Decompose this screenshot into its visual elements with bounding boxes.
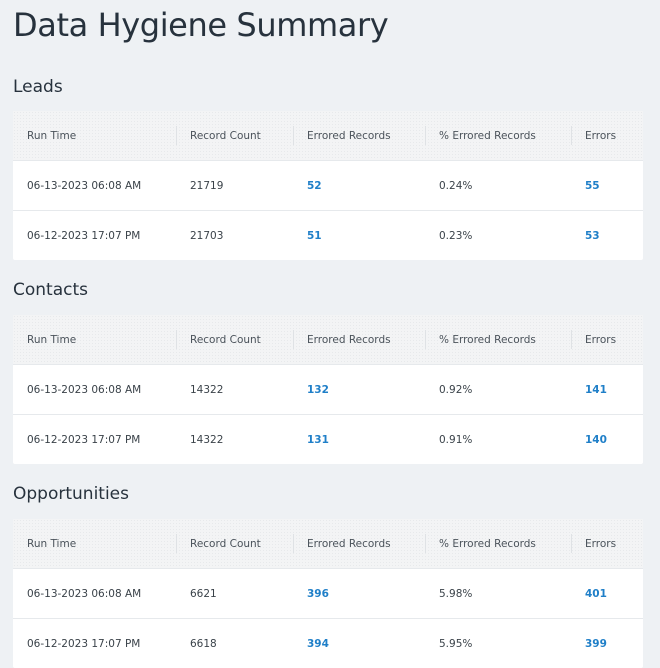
errored-records-link[interactable]: 132 [307,383,329,396]
run-time-cell: 06-12-2023 17:07 PM [27,433,141,446]
record-count-cell: 14322 [190,383,224,396]
table-row: 06-13-2023 06:08 AM 6621 396 5.98% 401 [13,568,643,618]
pct-errored-cell: 0.23% [439,229,473,242]
column-header-record-count[interactable]: Record Count [176,315,293,364]
table-header-row: Run Time Record Count Errored Records % … [13,519,643,568]
errors-cell: 401 [571,569,643,618]
run-time-cell: 06-13-2023 06:08 AM [27,179,142,192]
column-header-run-time[interactable]: Run Time [27,537,77,550]
column-header-errored-records[interactable]: Errored Records [293,315,425,364]
column-header-record-count[interactable]: Record Count [176,111,293,160]
column-header-errored-records[interactable]: Errored Records [293,519,425,568]
record-count-cell: 21719 [190,179,224,192]
table-row: 06-12-2023 17:07 PM 21703 51 0.23% 53 [13,210,643,260]
page: Data Hygiene Summary Leads Run Time Reco… [13,0,660,668]
errored-records-cell: 52 [293,161,425,210]
table-row: 06-13-2023 06:08 AM 21719 52 0.24% 55 [13,160,643,210]
errored-records-cell: 394 [293,619,425,668]
column-header-pct-errored-records[interactable]: % Errored Records [425,111,571,160]
record-count-cell: 21703 [190,229,224,242]
section-title: Opportunities [13,484,129,504]
errors-link[interactable]: 55 [585,179,600,192]
pct-errored-cell: 5.98% [439,587,473,600]
column-header-errors[interactable]: Errors [571,315,643,364]
run-time-cell: 06-12-2023 17:07 PM [27,637,141,650]
errors-cell: 55 [571,161,643,210]
errors-cell: 140 [571,415,643,464]
section-title: Leads [13,77,63,97]
pct-errored-cell: 0.91% [439,433,473,446]
errors-link[interactable]: 140 [585,433,607,446]
page-title: Data Hygiene Summary [13,6,389,44]
section-title: Contacts [13,280,88,300]
column-header-run-time[interactable]: Run Time [27,129,77,142]
column-header-run-time[interactable]: Run Time [27,333,77,346]
errors-cell: 399 [571,619,643,668]
table-row: 06-12-2023 17:07 PM 14322 131 0.91% 140 [13,414,643,464]
column-header-record-count[interactable]: Record Count [176,519,293,568]
table-header-row: Run Time Record Count Errored Records % … [13,315,643,364]
errored-records-cell: 396 [293,569,425,618]
record-count-cell: 6621 [190,587,217,600]
column-header-errors[interactable]: Errors [571,519,643,568]
errored-records-link[interactable]: 394 [307,637,329,650]
pct-errored-cell: 5.95% [439,637,473,650]
record-count-cell: 14322 [190,433,224,446]
errors-cell: 53 [571,211,643,260]
column-header-pct-errored-records[interactable]: % Errored Records [425,315,571,364]
column-header-pct-errored-records[interactable]: % Errored Records [425,519,571,568]
table-row: 06-13-2023 06:08 AM 14322 132 0.92% 141 [13,364,643,414]
table-row: 06-12-2023 17:07 PM 6618 394 5.95% 399 [13,618,643,668]
errors-cell: 141 [571,365,643,414]
errors-link[interactable]: 401 [585,587,607,600]
section-leads: Leads Run Time Record Count Errored Reco… [13,77,660,260]
errors-link[interactable]: 53 [585,229,600,242]
leads-table: Run Time Record Count Errored Records % … [13,111,643,260]
pct-errored-cell: 0.24% [439,179,473,192]
pct-errored-cell: 0.92% [439,383,473,396]
column-header-errored-records[interactable]: Errored Records [293,111,425,160]
run-time-cell: 06-13-2023 06:08 AM [27,383,142,396]
record-count-cell: 6618 [190,637,217,650]
column-header-errors[interactable]: Errors [571,111,643,160]
errored-records-link[interactable]: 396 [307,587,329,600]
errors-link[interactable]: 399 [585,637,607,650]
table-header-row: Run Time Record Count Errored Records % … [13,111,643,160]
errored-records-cell: 131 [293,415,425,464]
errored-records-cell: 51 [293,211,425,260]
run-time-cell: 06-13-2023 06:08 AM [27,587,142,600]
run-time-cell: 06-12-2023 17:07 PM [27,229,141,242]
section-contacts: Contacts Run Time Record Count Errored R… [13,280,660,464]
errored-records-link[interactable]: 52 [307,179,322,192]
errored-records-link[interactable]: 51 [307,229,322,242]
errored-records-link[interactable]: 131 [307,433,329,446]
contacts-table: Run Time Record Count Errored Records % … [13,315,643,464]
errored-records-cell: 132 [293,365,425,414]
opportunities-table: Run Time Record Count Errored Records % … [13,519,643,668]
section-opportunities: Opportunities Run Time Record Count Erro… [13,484,660,668]
errors-link[interactable]: 141 [585,383,607,396]
